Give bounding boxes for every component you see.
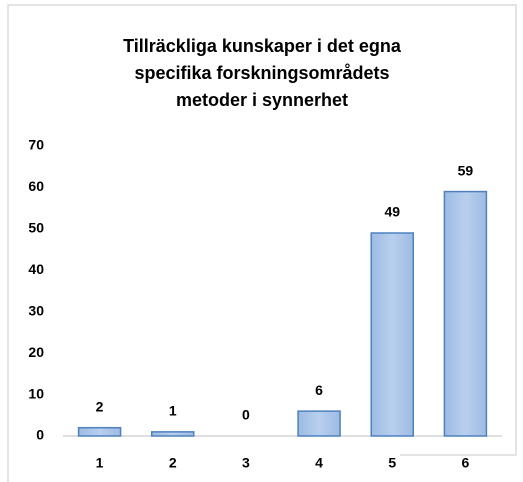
x-tick-label: 3 xyxy=(242,455,250,471)
data-label: 49 xyxy=(384,204,400,220)
y-tick-label: 50 xyxy=(28,220,44,236)
x-tick-label: 1 xyxy=(96,455,104,471)
chart-frame xyxy=(7,4,517,482)
x-tick-label: 2 xyxy=(169,455,177,471)
chart-title: metoder i synnerhet xyxy=(176,90,348,110)
y-tick-label: 30 xyxy=(28,302,44,318)
y-tick-label: 40 xyxy=(28,261,44,277)
y-tick-label: 70 xyxy=(28,137,44,153)
x-tick-label: 6 xyxy=(462,455,470,471)
data-label: 6 xyxy=(315,382,323,398)
bar xyxy=(370,232,414,437)
data-label: 1 xyxy=(169,403,177,419)
y-tick-label: 10 xyxy=(28,385,44,401)
chart-title: specifika forskningsområdets xyxy=(134,63,389,83)
x-tick-label: 5 xyxy=(388,455,396,471)
y-tick-label: 0 xyxy=(36,427,44,443)
y-tick-label: 60 xyxy=(28,178,44,194)
bar xyxy=(77,426,122,437)
data-label: 59 xyxy=(458,162,474,178)
y-tick-label: 20 xyxy=(28,344,44,360)
bar xyxy=(297,410,341,437)
data-label: 0 xyxy=(242,407,250,423)
bar xyxy=(151,431,195,437)
data-label: 2 xyxy=(96,398,104,414)
chart-title: Tillräckliga kunskaper i det egna xyxy=(123,36,402,56)
bar xyxy=(443,190,488,437)
x-tick-label: 4 xyxy=(315,455,323,471)
